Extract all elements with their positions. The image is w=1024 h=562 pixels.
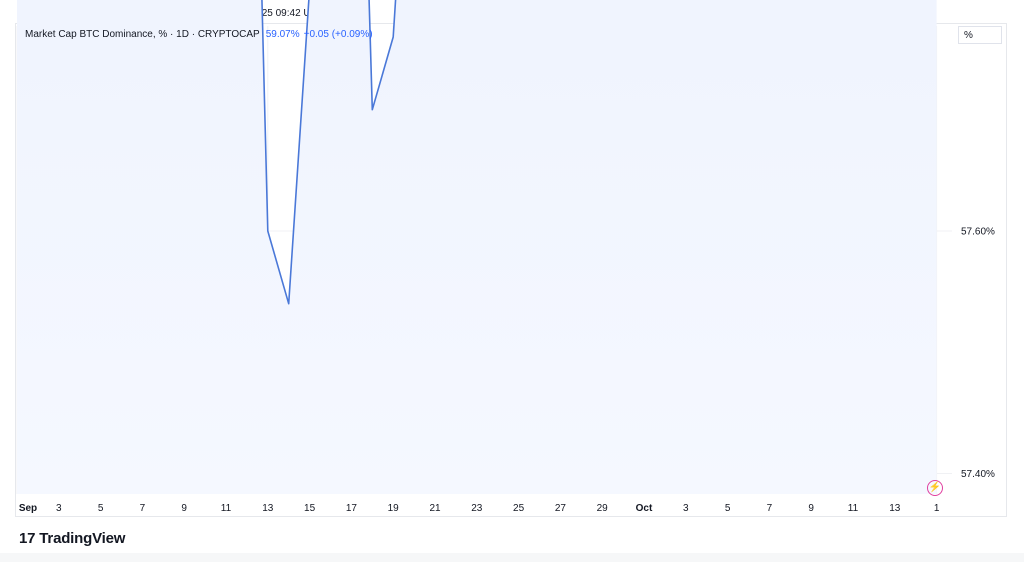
y-tick-label: 57.60% [961,227,995,238]
logo-text: TradingView [39,530,126,547]
x-tick-label: 3 [56,503,62,514]
tradingview-logo: 17 TradingView [19,530,125,547]
x-tick-label: 7 [140,503,146,514]
x-tick-label: 11 [221,503,232,514]
x-tick-label: 17 [346,503,358,514]
chart-legend: Market Cap BTC Dominance, % · 1D · CRYPT… [25,29,373,40]
x-tick-label: 21 [429,503,441,514]
x-tick-label: 9 [181,503,187,514]
x-tick-label: 13 [262,503,274,514]
y-tick-label: 57.40% [961,469,995,480]
area-fill [17,0,937,494]
x-tick-label: 9 [808,503,814,514]
x-tick-label: 27 [555,503,567,514]
x-tick-label: 25 [513,503,525,514]
legend-title: Market Cap BTC Dominance, % · 1D · CRYPT… [25,29,260,40]
legend-change: +0.05 (+0.09%) [303,29,373,40]
x-tick-label: 19 [388,503,400,514]
x-tick-label: Oct [636,503,653,514]
x-tick-label: 13 [889,503,901,514]
x-tick-label: 29 [597,503,609,514]
x-tick-label: 3 [683,503,689,514]
x-tick-label: 23 [471,503,483,514]
lightning-bolt-icon[interactable]: ⚡ [927,480,943,496]
x-tick-label: 7 [767,503,773,514]
x-tick-label: 5 [98,503,104,514]
x-tick-label: 11 [848,503,859,514]
footer-band [0,553,1024,562]
x-tick-label: 1 [934,503,940,514]
x-tick-label: 5 [725,503,731,514]
price-scale-unit-button[interactable]: % [958,26,1002,44]
x-tick-label: Sep [19,503,37,514]
tradingview-logo-icon: 17 [19,530,36,547]
x-tick-label: 15 [304,503,316,514]
legend-last-value: 59.07% [265,29,300,40]
